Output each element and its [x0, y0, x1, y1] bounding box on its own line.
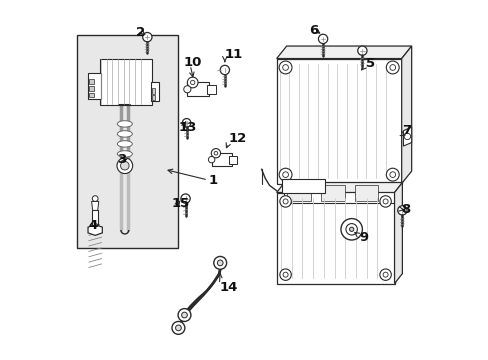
Circle shape	[345, 224, 357, 235]
Circle shape	[220, 65, 229, 75]
Circle shape	[389, 64, 395, 70]
Circle shape	[340, 219, 362, 240]
Text: 14: 14	[219, 282, 237, 294]
Bar	[287, 185, 310, 202]
Polygon shape	[394, 183, 402, 284]
Bar	[283, 184, 394, 203]
Bar	[89, 79, 94, 84]
Circle shape	[386, 168, 398, 181]
Circle shape	[382, 199, 387, 204]
Bar	[206, 85, 216, 94]
Text: 13: 13	[178, 121, 196, 134]
Bar	[211, 153, 232, 166]
Polygon shape	[276, 183, 402, 193]
Circle shape	[182, 118, 190, 127]
Text: 10: 10	[183, 56, 202, 69]
Circle shape	[283, 199, 287, 204]
Ellipse shape	[117, 151, 132, 157]
Polygon shape	[276, 46, 411, 59]
Circle shape	[279, 61, 291, 74]
Circle shape	[217, 260, 223, 266]
Ellipse shape	[117, 141, 132, 147]
Circle shape	[190, 80, 194, 85]
Circle shape	[187, 77, 198, 88]
Circle shape	[213, 256, 226, 269]
Bar	[89, 86, 94, 91]
Ellipse shape	[117, 161, 132, 167]
Bar	[151, 88, 155, 94]
Polygon shape	[88, 225, 102, 235]
Circle shape	[117, 158, 132, 174]
Text: 4: 4	[88, 219, 97, 232]
Text: 15: 15	[171, 197, 189, 210]
Circle shape	[181, 312, 187, 318]
Ellipse shape	[117, 121, 132, 127]
Text: 6: 6	[308, 24, 317, 37]
Circle shape	[211, 149, 220, 158]
Circle shape	[279, 269, 291, 280]
Circle shape	[389, 172, 395, 177]
Circle shape	[175, 325, 181, 331]
Circle shape	[382, 272, 387, 277]
Circle shape	[379, 196, 390, 207]
Text: 8: 8	[401, 203, 410, 216]
Text: 11: 11	[224, 48, 243, 61]
Bar	[92, 210, 98, 225]
Circle shape	[178, 309, 190, 321]
Text: 5: 5	[365, 57, 374, 71]
Text: 2: 2	[135, 26, 144, 39]
Circle shape	[404, 133, 410, 140]
Circle shape	[283, 272, 287, 277]
Circle shape	[172, 321, 184, 334]
Text: 1: 1	[208, 174, 218, 186]
Bar	[187, 82, 209, 96]
Bar	[354, 185, 378, 202]
Ellipse shape	[117, 131, 132, 137]
Text: 3: 3	[116, 153, 125, 166]
Circle shape	[181, 194, 190, 203]
Circle shape	[121, 161, 129, 170]
Bar	[229, 157, 237, 164]
Text: 12: 12	[228, 132, 246, 145]
Circle shape	[142, 32, 152, 42]
Circle shape	[379, 269, 390, 280]
Bar	[151, 95, 155, 100]
Circle shape	[386, 61, 398, 74]
Circle shape	[183, 86, 190, 93]
Bar	[88, 73, 101, 99]
Circle shape	[349, 227, 353, 231]
Text: 9: 9	[359, 231, 368, 244]
Circle shape	[282, 172, 288, 177]
Circle shape	[92, 196, 98, 202]
Circle shape	[282, 64, 288, 70]
Bar	[100, 59, 151, 105]
Polygon shape	[401, 46, 411, 184]
Bar	[282, 179, 324, 193]
Circle shape	[214, 152, 217, 155]
Circle shape	[279, 196, 291, 207]
Bar	[150, 82, 159, 102]
Bar	[321, 185, 344, 202]
Circle shape	[208, 157, 214, 163]
Text: 7: 7	[401, 124, 410, 137]
Circle shape	[397, 206, 406, 215]
Polygon shape	[91, 202, 99, 210]
Bar	[89, 93, 94, 98]
Polygon shape	[403, 127, 411, 146]
Bar	[77, 35, 178, 248]
Circle shape	[279, 168, 291, 181]
Bar	[276, 59, 401, 184]
Bar	[276, 193, 394, 284]
Circle shape	[357, 46, 366, 55]
Circle shape	[318, 34, 327, 44]
